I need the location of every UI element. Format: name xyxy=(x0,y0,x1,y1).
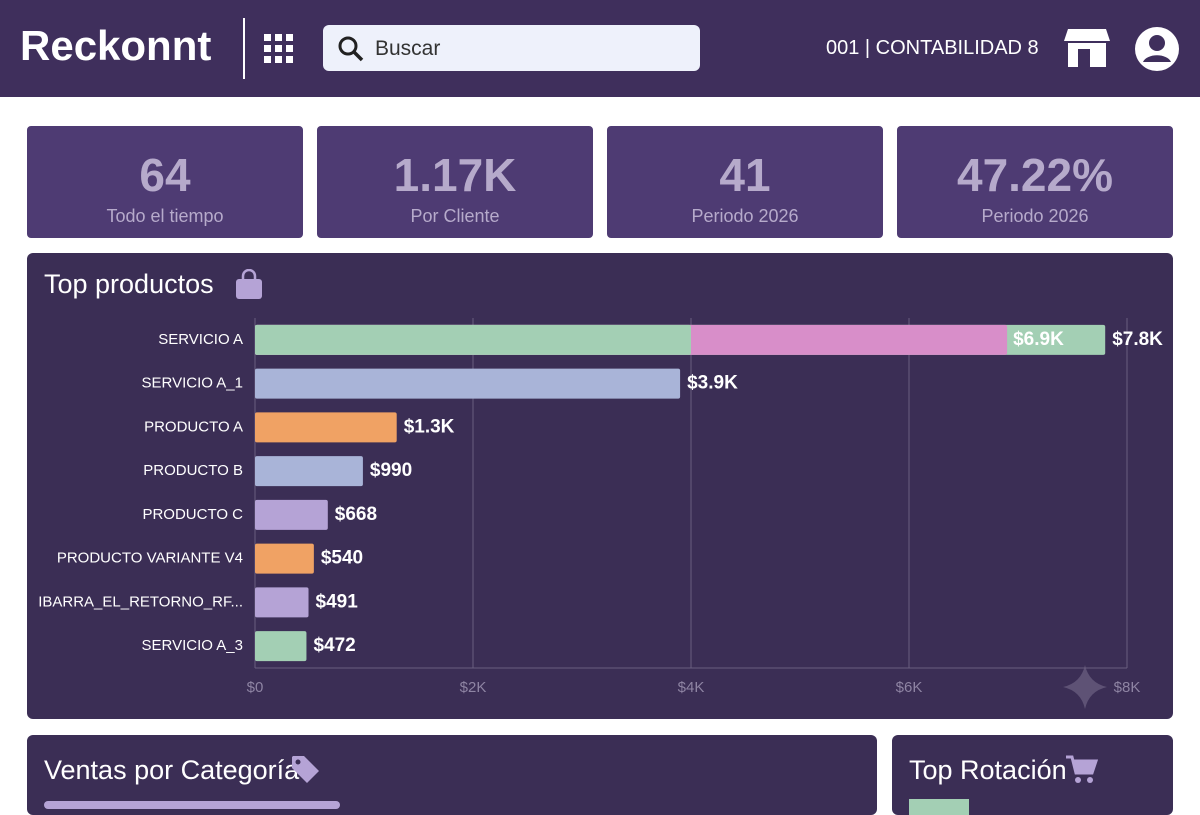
bar xyxy=(255,324,691,355)
kpi-label: Por Cliente xyxy=(410,206,500,226)
divider xyxy=(243,18,245,79)
kpi-value: 64 xyxy=(139,149,191,201)
chart: $0 $2K $4K $6K $8K SERVICIO A $7.8K SERVICIO A_… xyxy=(38,318,1163,709)
cart-icon xyxy=(1066,755,1098,783)
bar xyxy=(255,543,314,574)
value-label: $668 xyxy=(335,504,377,525)
chart-title: Top productos xyxy=(44,269,214,299)
kpi-value: 41 xyxy=(719,149,771,201)
value-label: $7.8K xyxy=(1112,329,1163,350)
value-label: $1.3K xyxy=(404,416,455,437)
kpi-value: 47.22% xyxy=(956,149,1113,201)
search-box[interactable]: Buscar xyxy=(323,25,700,71)
user-icon[interactable] xyxy=(1134,26,1180,72)
kpi-card: 64 Todo el tiempo xyxy=(27,126,303,238)
y-tick-label: SERVICIO A_1 xyxy=(142,375,243,392)
bar-stub xyxy=(44,801,340,809)
rotation-panel: Top Rotación xyxy=(892,735,1173,815)
kpi-label: Periodo 2026 xyxy=(691,206,799,226)
bar xyxy=(255,456,363,487)
bag-icon xyxy=(236,269,262,299)
y-tick-label: IBARRA_EL_RETORNO_RF... xyxy=(38,593,243,610)
search-placeholder: Buscar xyxy=(375,37,441,60)
x-tick-label: $8K xyxy=(1114,679,1141,696)
y-tick-label: SERVICIO A_3 xyxy=(142,637,243,654)
brand[interactable]: Reckonnt xyxy=(20,22,212,69)
categories-panel: Ventas por Categoría xyxy=(27,735,877,815)
chart-panel: Top productos $0 $2K $4K $6K $8K SERVICIO A $7… xyxy=(27,253,1173,719)
bar xyxy=(255,368,681,399)
apps-icon[interactable] xyxy=(263,33,295,65)
value-label: $491 xyxy=(316,591,359,612)
value-label: $472 xyxy=(313,635,355,656)
x-tick-label: $0 xyxy=(247,679,264,696)
x-tick-label: $2K xyxy=(460,679,487,696)
y-tick-label: PRODUCTO C xyxy=(142,506,243,523)
kpi-label: Periodo 2026 xyxy=(981,206,1089,226)
y-tick-label: PRODUCTO A xyxy=(144,418,243,435)
kpi-card: 41 Periodo 2026 xyxy=(607,126,883,238)
value-label: $990 xyxy=(370,460,412,481)
bar xyxy=(255,631,307,662)
panel-title: Ventas por Categoría xyxy=(44,755,300,785)
kpi-card: 1.17K Por Cliente xyxy=(317,126,593,238)
y-tick-label: PRODUCTO B xyxy=(143,462,243,479)
y-tick-label: PRODUCTO VARIANTE V4 xyxy=(57,550,243,567)
x-tick-label: $4K xyxy=(678,679,705,696)
tag-icon xyxy=(292,756,319,783)
header: Reckonnt Buscar 001 | CONTABILIDAD 8 xyxy=(0,0,1200,97)
panel-title: Top Rotación xyxy=(909,755,1067,785)
x-tick-label: $6K xyxy=(896,679,923,696)
kpi-value: 1.17K xyxy=(393,149,517,201)
value-label: $6.9K xyxy=(1013,329,1064,350)
kpi-label: Todo el tiempo xyxy=(106,206,224,226)
bar-stub xyxy=(909,799,969,815)
bar xyxy=(255,587,309,618)
bar xyxy=(255,499,328,530)
company[interactable]: 001 | CONTABILIDAD 8 xyxy=(826,37,1039,59)
search-icon xyxy=(338,36,364,62)
store-icon[interactable] xyxy=(1064,27,1110,69)
y-tick-label: SERVICIO A xyxy=(158,331,243,348)
bar xyxy=(255,412,397,443)
value-label: $3.9K xyxy=(687,373,738,394)
kpi-card: 47.22% Periodo 2026 xyxy=(897,126,1173,238)
value-label: $540 xyxy=(321,548,363,569)
sparkle-icon[interactable] xyxy=(1063,665,1107,709)
